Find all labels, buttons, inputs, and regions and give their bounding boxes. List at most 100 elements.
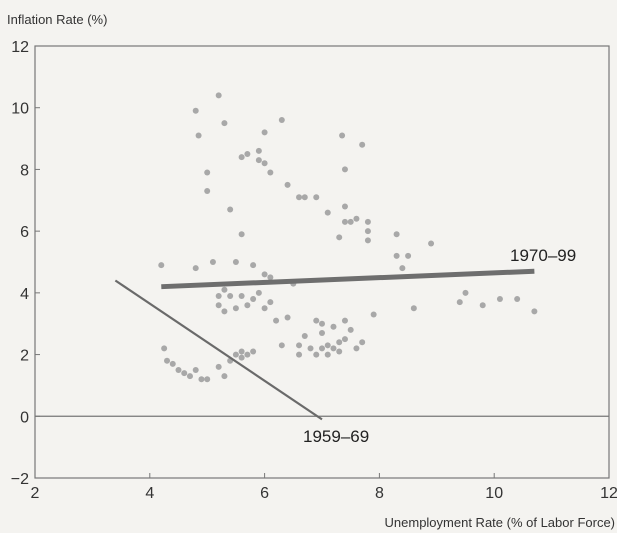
data-point [244, 151, 251, 157]
data-point [261, 160, 268, 167]
data-point [347, 218, 354, 225]
data-point [192, 107, 199, 114]
data-point [330, 323, 337, 330]
data-point [359, 141, 366, 148]
data-point [175, 367, 182, 373]
data-point [324, 209, 331, 216]
data-point [204, 169, 211, 176]
data-point [313, 351, 320, 358]
y-tick-label: 12 [11, 39, 29, 56]
data-point [158, 262, 165, 269]
data-point [347, 326, 354, 333]
data-point [195, 132, 202, 139]
data-point [238, 354, 245, 361]
data-point [359, 339, 366, 346]
data-point [192, 367, 199, 373]
data-point [267, 299, 274, 306]
x-tick-label: 12 [600, 485, 617, 502]
data-point [238, 231, 245, 238]
data-point [514, 296, 521, 303]
data-point [267, 274, 274, 281]
data-point [169, 360, 176, 367]
data-point [215, 292, 222, 299]
y-tick-label: 8 [20, 162, 29, 179]
y-tick-label: 4 [20, 286, 29, 303]
data-point [209, 259, 216, 265]
data-point [301, 333, 308, 340]
data-point [204, 376, 211, 383]
data-point [273, 317, 280, 324]
data-point [399, 265, 406, 272]
data-point [255, 289, 262, 296]
data-point [261, 271, 268, 278]
data-point [393, 252, 400, 259]
x-tick-label: 2 [31, 485, 40, 502]
y-tick-label: 0 [20, 409, 29, 426]
data-point [215, 302, 222, 309]
data-point [296, 194, 303, 201]
y-tick-label: 6 [20, 224, 29, 241]
x-tick-label: 4 [145, 485, 154, 502]
trend-lines [114, 268, 535, 421]
series-label-1970-99: 1970–99 [510, 246, 576, 265]
scatter-points [158, 92, 538, 383]
data-point [198, 376, 205, 383]
y-tick-label: 2 [20, 348, 29, 365]
data-point [215, 363, 222, 370]
y-ticks: −2 0 2 4 6 8 10 12 [11, 39, 40, 488]
x-tick-label: 6 [260, 485, 269, 502]
data-point [161, 345, 168, 352]
data-point [232, 305, 239, 312]
data-point [238, 348, 245, 355]
data-point [244, 351, 251, 358]
data-point [330, 345, 337, 352]
data-point [232, 259, 239, 265]
data-point [313, 317, 320, 324]
data-point [341, 218, 348, 225]
data-point [267, 169, 274, 176]
data-point [296, 342, 303, 349]
data-point [296, 351, 303, 358]
data-point [284, 181, 291, 188]
data-point [531, 308, 538, 315]
data-point [250, 296, 257, 303]
data-point [370, 311, 377, 318]
x-ticks: 2 4 6 8 10 12 [31, 473, 617, 502]
data-point [456, 299, 463, 306]
data-point [319, 320, 325, 327]
data-point [336, 234, 343, 241]
trend-line-1959-69 [114, 279, 323, 421]
data-point [462, 289, 469, 296]
data-point [364, 237, 371, 244]
data-point [192, 265, 199, 272]
plot-frame [34, 45, 610, 479]
data-point [324, 351, 331, 358]
data-point [221, 373, 228, 380]
data-point [353, 215, 360, 222]
data-point [221, 286, 228, 293]
y-tick-label: 10 [11, 101, 29, 118]
data-point [496, 296, 503, 303]
data-point [307, 345, 314, 352]
data-point [181, 370, 188, 377]
data-point [410, 305, 417, 312]
data-point [255, 157, 262, 164]
data-point [353, 345, 360, 352]
data-point [186, 373, 193, 380]
data-point [341, 203, 348, 210]
data-point [255, 147, 262, 154]
data-point [244, 302, 251, 309]
data-point [227, 206, 234, 213]
data-point [238, 154, 245, 161]
data-point [278, 117, 285, 124]
data-point [261, 129, 268, 136]
data-point [336, 339, 343, 346]
x-tick-label: 8 [375, 485, 384, 502]
data-point [336, 348, 343, 355]
data-point [393, 231, 400, 238]
trend-line-1970-99 [161, 268, 535, 290]
data-point [284, 314, 291, 321]
data-point [341, 166, 348, 173]
data-point [250, 262, 257, 269]
